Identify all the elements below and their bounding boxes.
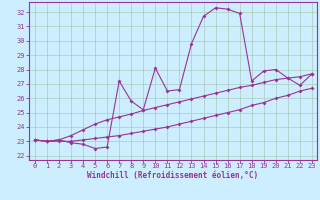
X-axis label: Windchill (Refroidissement éolien,°C): Windchill (Refroidissement éolien,°C) [87, 171, 258, 180]
